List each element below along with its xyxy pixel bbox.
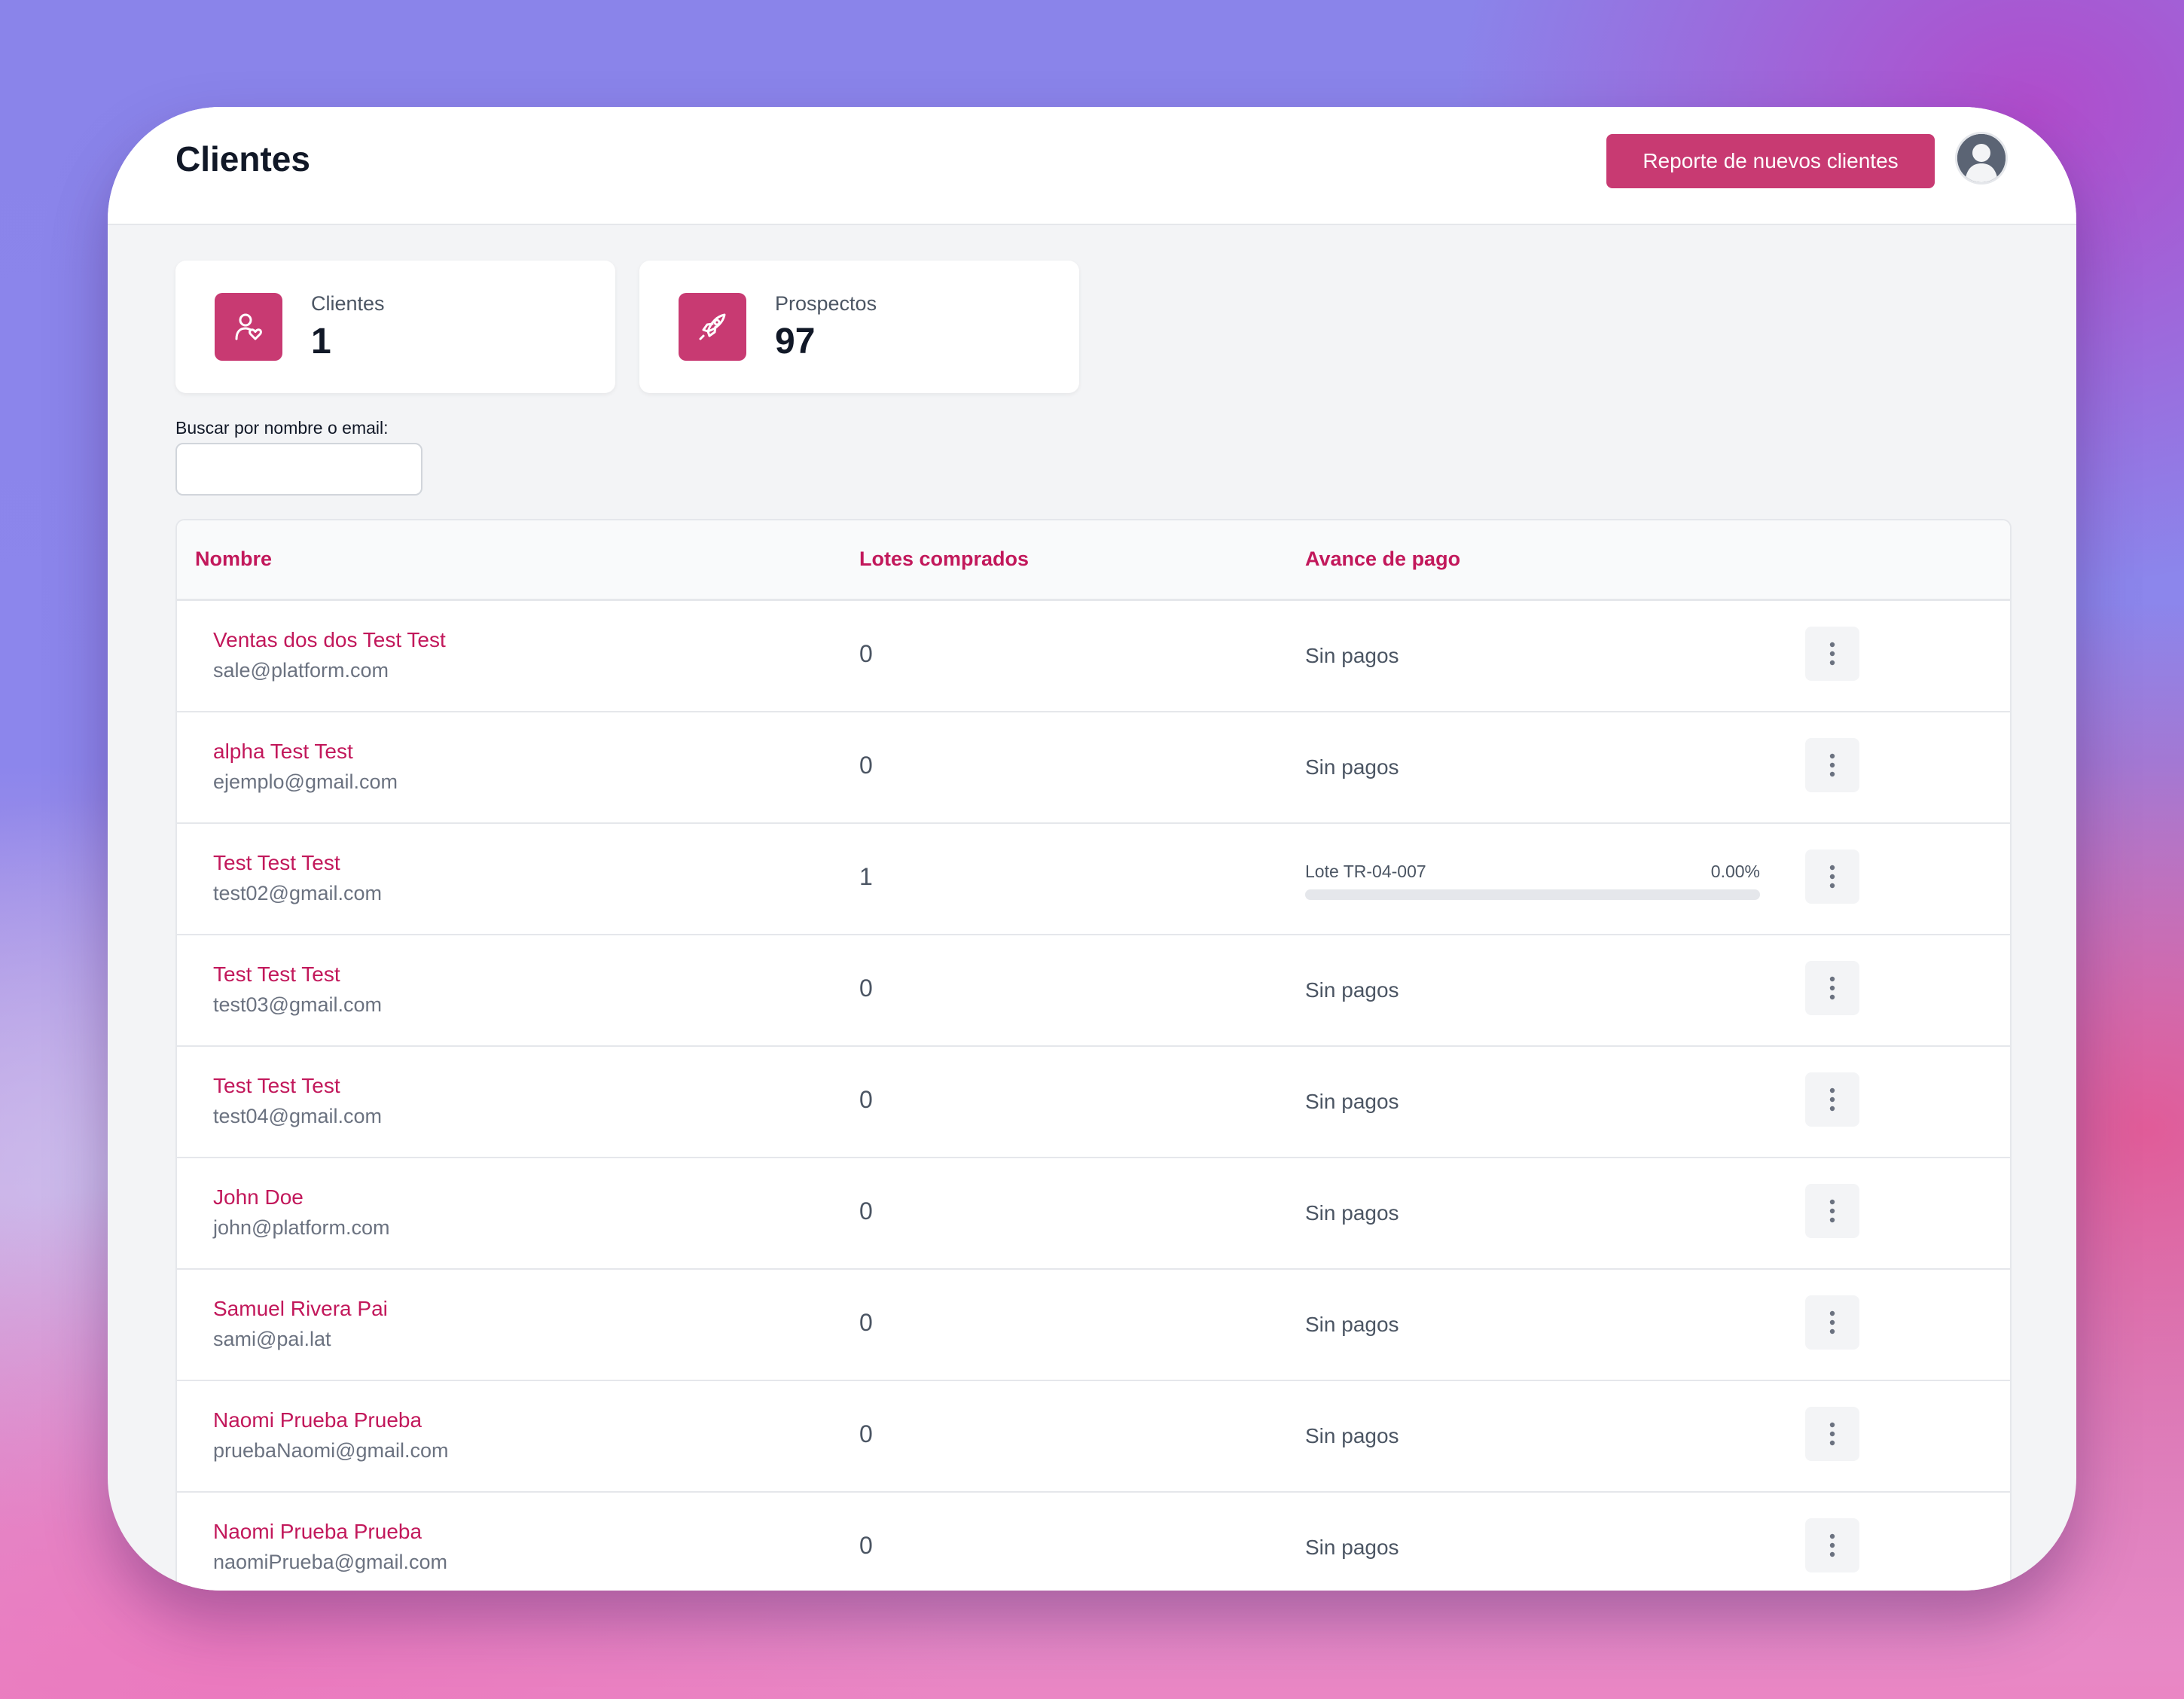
client-name-link[interactable]: Ventas dos dos Test Test [213, 628, 446, 651]
client-email: test03@gmail.com [213, 993, 382, 1016]
more-vertical-icon [1829, 753, 1835, 777]
table-row: Naomi Prueba Prueba pruebaNaomi@gmail.co… [177, 1381, 2010, 1493]
payment-progress-bar [1305, 889, 1760, 900]
table-row: Ventas dos dos Test Test sale@platform.c… [177, 601, 2010, 712]
more-vertical-icon [1829, 1533, 1835, 1557]
row-actions-button[interactable] [1805, 738, 1859, 792]
column-header-nombre[interactable]: Nombre [195, 548, 273, 570]
payment-status: Sin pagos [1305, 1424, 1399, 1447]
client-name-link[interactable]: Test Test Test [213, 851, 340, 874]
search-input[interactable] [175, 443, 422, 496]
table-row: alpha Test Test ejemplo@gmail.com 0 Sin … [177, 712, 2010, 824]
avatar-silhouette-icon [1957, 134, 2006, 182]
row-actions-button[interactable] [1805, 1295, 1859, 1350]
more-vertical-icon [1829, 1087, 1835, 1112]
client-name-link[interactable]: John Doe [213, 1185, 304, 1209]
client-email: naomiPrueba@gmail.com [213, 1551, 448, 1573]
payment-progress-labels: Lote TR-04-007 0.00% [1305, 862, 1760, 882]
lot-code: Lote TR-04-007 [1305, 862, 1426, 881]
stat-card-prospectos: Prospectos 97 [639, 261, 1079, 393]
client-name-link[interactable]: Naomi Prueba Prueba [213, 1408, 422, 1432]
user-avatar-icon[interactable] [1957, 134, 2006, 182]
column-header-avance[interactable]: Avance de pago [1305, 548, 1461, 570]
rocket-icon [679, 293, 746, 361]
table-row: Naomi Prueba Prueba naomiPrueba@gmail.co… [177, 1493, 2010, 1591]
payment-progress: Lote TR-04-007 0.00% [1305, 862, 1760, 900]
client-name-link[interactable]: Test Test Test [213, 962, 340, 986]
row-actions-button[interactable] [1805, 1407, 1859, 1461]
payment-status: Sin pagos [1305, 1090, 1399, 1113]
client-email: test02@gmail.com [213, 882, 382, 904]
more-vertical-icon [1829, 642, 1835, 666]
table-row: Test Test Test test03@gmail.com 0 Sin pa… [177, 935, 2010, 1047]
payment-status: Sin pagos [1305, 755, 1399, 779]
table-header: Nombre Lotes comprados Avance de pago [177, 520, 2010, 601]
row-actions-button[interactable] [1805, 1518, 1859, 1572]
search-label: Buscar por nombre o email: [175, 418, 389, 438]
client-email: pruebaNaomi@gmail.com [213, 1439, 449, 1462]
more-vertical-icon [1829, 1422, 1835, 1446]
row-actions-button[interactable] [1805, 961, 1859, 1015]
client-email: sale@platform.com [213, 659, 389, 682]
stat-value: 1 [311, 322, 331, 361]
table-row: Test Test Test test04@gmail.com 0 Sin pa… [177, 1047, 2010, 1158]
client-name-link[interactable]: Naomi Prueba Prueba [213, 1520, 422, 1543]
more-vertical-icon [1829, 976, 1835, 1000]
lots-purchased: 0 [859, 1532, 873, 1559]
client-email: sami@pai.lat [213, 1328, 331, 1350]
row-actions-button[interactable] [1805, 850, 1859, 904]
stat-label: Clientes [311, 292, 385, 315]
table-row: Test Test Test test02@gmail.com 1 Lote T… [177, 824, 2010, 935]
row-actions-button[interactable] [1805, 627, 1859, 681]
payment-status: Sin pagos [1305, 1201, 1399, 1225]
column-header-lotes[interactable]: Lotes comprados [859, 548, 1029, 570]
row-actions-button[interactable] [1805, 1072, 1859, 1127]
lots-purchased: 0 [859, 975, 873, 1002]
lots-purchased: 0 [859, 1420, 873, 1447]
lots-purchased: 1 [859, 863, 873, 890]
more-vertical-icon [1829, 1199, 1835, 1223]
clients-table: Nombre Lotes comprados Avance de pago Ve… [175, 519, 2012, 1591]
payment-percent: 0.00% [1710, 862, 1760, 881]
table-body: Ventas dos dos Test Test sale@platform.c… [177, 601, 2010, 1591]
lots-purchased: 0 [859, 640, 873, 667]
payment-status: Sin pagos [1305, 1313, 1399, 1336]
stat-card-clientes: Clientes 1 [175, 261, 615, 393]
lots-purchased: 0 [859, 1309, 873, 1336]
stat-label: Prospectos [775, 292, 877, 315]
page-title: Clientes [175, 139, 310, 178]
client-email: test04@gmail.com [213, 1105, 382, 1127]
more-vertical-icon [1829, 865, 1835, 889]
new-clients-report-button[interactable]: Reporte de nuevos clientes [1606, 134, 1935, 188]
table-row: Samuel Rivera Pai sami@pai.lat 0 Sin pag… [177, 1270, 2010, 1381]
client-name-link[interactable]: Samuel Rivera Pai [213, 1297, 388, 1320]
lots-purchased: 0 [859, 1197, 873, 1225]
payment-status: Sin pagos [1305, 644, 1399, 667]
app-window: Clientes Reporte de nuevos clientes Clie… [108, 107, 2076, 1591]
user-heart-icon [215, 293, 282, 361]
client-name-link[interactable]: Test Test Test [213, 1074, 340, 1097]
client-email: ejemplo@gmail.com [213, 770, 398, 793]
more-vertical-icon [1829, 1310, 1835, 1334]
row-actions-button[interactable] [1805, 1184, 1859, 1238]
top-bar: Clientes Reporte de nuevos clientes [108, 107, 2076, 225]
lots-purchased: 0 [859, 1086, 873, 1113]
payment-status: Sin pagos [1305, 1536, 1399, 1559]
payment-status: Sin pagos [1305, 978, 1399, 1002]
stat-value: 97 [775, 322, 816, 361]
table-row: John Doe john@platform.com 0 Sin pagos [177, 1158, 2010, 1270]
client-email: john@platform.com [213, 1216, 390, 1239]
client-name-link[interactable]: alpha Test Test [213, 740, 353, 763]
lots-purchased: 0 [859, 752, 873, 779]
